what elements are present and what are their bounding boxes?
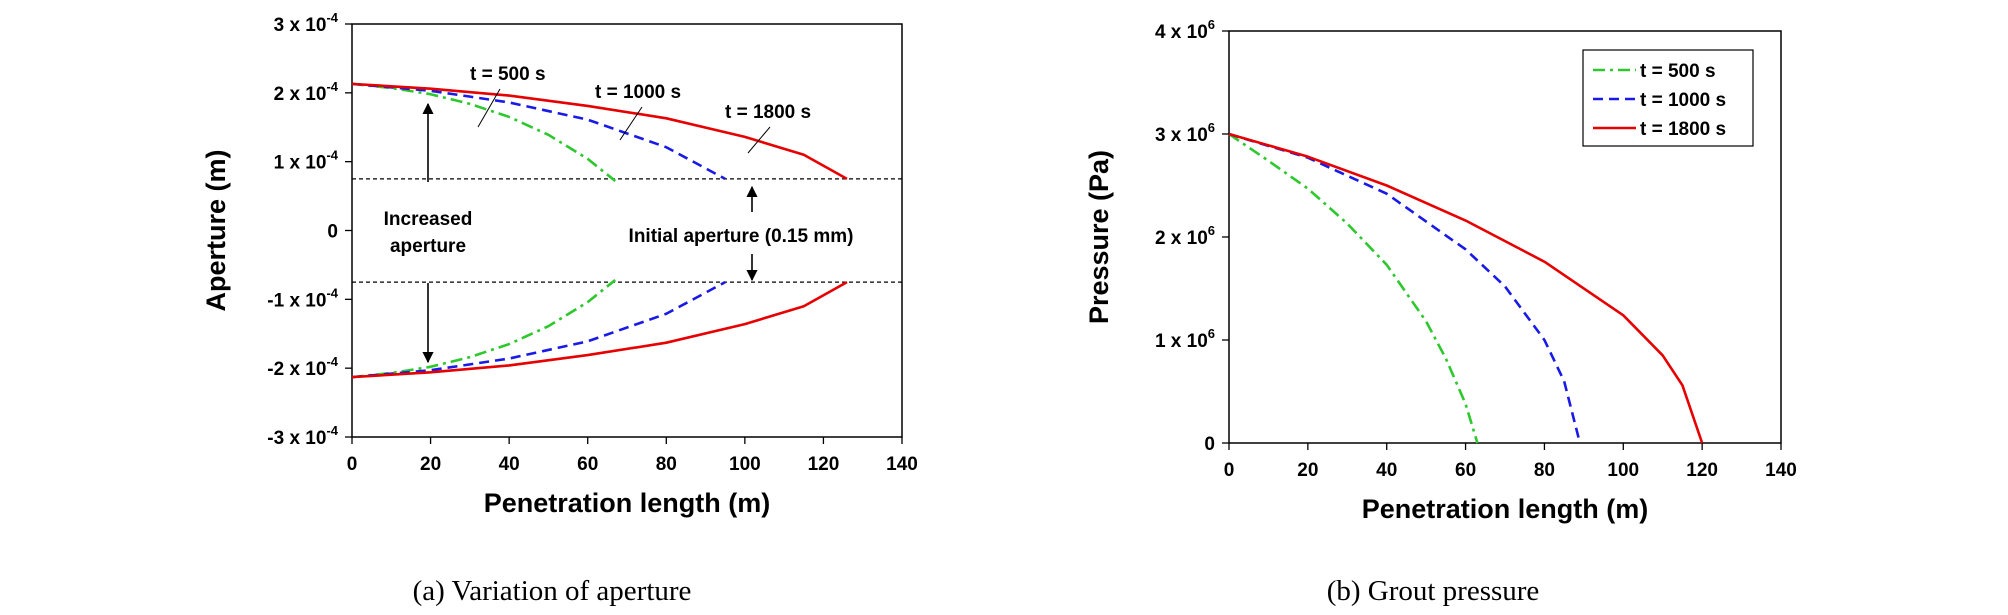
pressure-chart: 0 20 40 60 80 100 120 140 4 x 106 3 x 106 2 x 106 1… bbox=[1084, 17, 1797, 607]
annotation-t1800: t = 1800 s bbox=[725, 102, 811, 123]
annotation-t1000: t = 1000 s bbox=[595, 82, 681, 103]
pressure-x-tick-label: 60 bbox=[1455, 460, 1476, 481]
pressure-series-1-line bbox=[1228, 132, 1582, 444]
pressure-series-group bbox=[1228, 132, 1704, 444]
pressure-y-tick-label: 2 x 106 bbox=[1155, 223, 1215, 249]
aperture-chart: 0 20 40 60 80 100 120 140 3 x 10-4 2 x 10-4 1 x 10… bbox=[201, 10, 918, 607]
pressure-legend: t = 500 s t = 1000 s t = 1800 s bbox=[1582, 49, 1754, 147]
aperture-series-0-line-mirror bbox=[351, 279, 617, 379]
annotation-t1000-leader bbox=[619, 106, 643, 141]
pressure-x-tick-label: 120 bbox=[1686, 460, 1718, 481]
pressure-x-tick-label: 80 bbox=[1534, 460, 1555, 481]
aperture-y-tick-label: 0 bbox=[327, 222, 338, 243]
aperture-y-tick-label: 2 x 10-4 bbox=[274, 79, 339, 105]
annotation-t500: t = 500 s bbox=[470, 64, 546, 85]
aperture-axis-ticks: 0 20 40 60 80 100 120 140 3 x 10-4 2 x 10-4 1 x 10… bbox=[267, 10, 918, 475]
annotation-t500-leader bbox=[477, 88, 501, 128]
pressure-x-tick-label: 40 bbox=[1376, 460, 1397, 481]
aperture-series-2-line-mirror bbox=[351, 280, 848, 379]
pressure-y-tick-label: 4 x 106 bbox=[1155, 17, 1215, 43]
pressure-x-tick-label: 0 bbox=[1224, 460, 1235, 481]
aperture-x-tick-label: 80 bbox=[656, 454, 677, 475]
annotation-initial-aperture: Initial aperture (0.15 mm) bbox=[629, 226, 854, 247]
legend-label-0: t = 500 s bbox=[1640, 61, 1716, 82]
aperture-series-0-line bbox=[351, 82, 617, 182]
aperture-y-tick-label: 3 x 10-4 bbox=[274, 10, 339, 36]
pressure-x-tick-label: 20 bbox=[1297, 460, 1318, 481]
pressure-y-tick-label: 1 x 106 bbox=[1155, 326, 1215, 352]
aperture-series-1-line bbox=[351, 82, 726, 181]
aperture-y-tick-label: 1 x 10-4 bbox=[274, 148, 339, 174]
aperture-y-axis-label: Aperture (m) bbox=[201, 149, 231, 311]
aperture-x-tick-label: 100 bbox=[729, 454, 761, 475]
legend-label-2: t = 1800 s bbox=[1640, 119, 1726, 140]
aperture-x-axis-label: Penetration length (m) bbox=[484, 488, 771, 518]
aperture-y-tick-label: -1 x 10-4 bbox=[267, 285, 338, 311]
caption-b: (b) Grout pressure bbox=[1327, 575, 1540, 607]
legend-label-1: t = 1000 s bbox=[1640, 90, 1726, 111]
aperture-x-tick-label: 140 bbox=[886, 454, 918, 475]
caption-a: (a) Variation of aperture bbox=[413, 575, 692, 607]
aperture-series-group bbox=[351, 82, 848, 379]
initial-aperture-reference-lines bbox=[352, 178, 902, 283]
aperture-x-tick-label: 120 bbox=[808, 454, 840, 475]
pressure-series-2-line bbox=[1228, 132, 1704, 444]
pressure-x-tick-label: 140 bbox=[1765, 460, 1797, 481]
pressure-x-axis-label: Penetration length (m) bbox=[1362, 494, 1649, 524]
aperture-x-tick-label: 0 bbox=[347, 454, 358, 475]
aperture-y-tick-label: -3 x 10-4 bbox=[267, 423, 338, 449]
pressure-y-axis-label: Pressure (Pa) bbox=[1084, 150, 1114, 324]
aperture-x-tick-label: 60 bbox=[577, 454, 598, 475]
pressure-x-tick-label: 100 bbox=[1607, 460, 1639, 481]
aperture-series-1-line-mirror bbox=[351, 280, 726, 379]
pressure-y-tick-label: 3 x 106 bbox=[1155, 120, 1215, 146]
aperture-series-2-line bbox=[351, 82, 848, 181]
annotation-increased-line1: Increased bbox=[384, 209, 473, 230]
aperture-y-tick-label: -2 x 10-4 bbox=[267, 354, 338, 380]
annotation-increased-line2: aperture bbox=[390, 236, 466, 257]
pressure-series-0-line bbox=[1228, 132, 1479, 444]
aperture-x-tick-label: 20 bbox=[420, 454, 441, 475]
pressure-axis-ticks: 0 20 40 60 80 100 120 140 4 x 106 3 x 106 2 x 106 1… bbox=[1155, 17, 1797, 481]
annotation-t1800-leader bbox=[747, 126, 771, 154]
aperture-x-tick-label: 40 bbox=[499, 454, 520, 475]
pressure-y-tick-label: 0 bbox=[1204, 434, 1215, 455]
